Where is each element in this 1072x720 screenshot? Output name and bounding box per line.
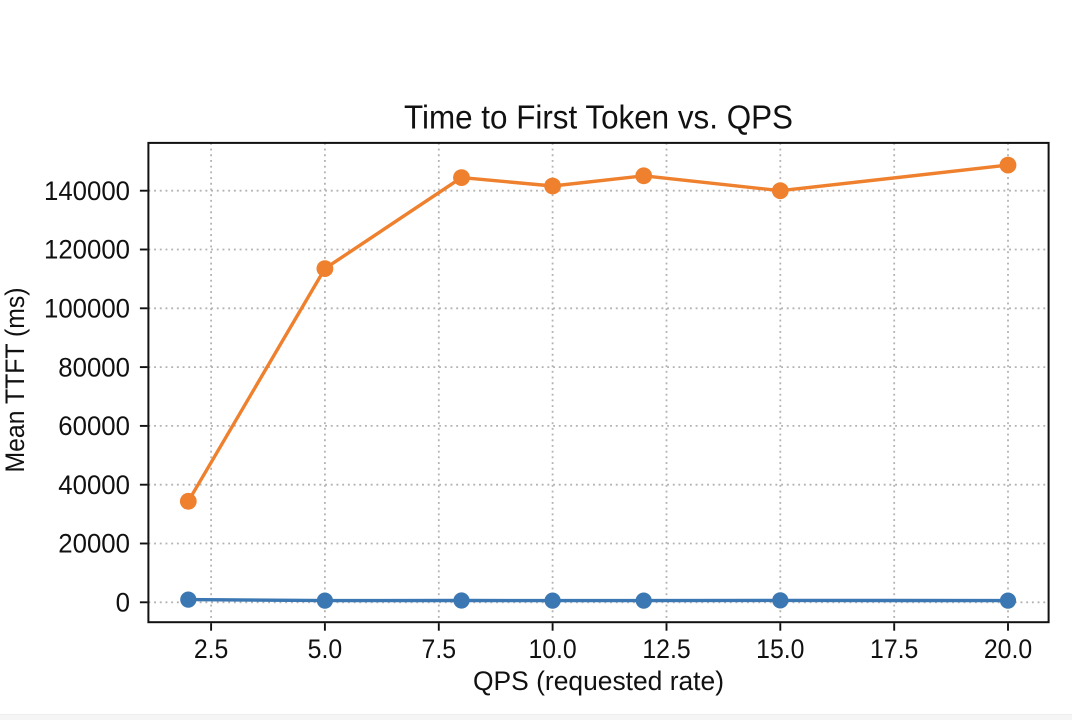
svg-text:Time to First Token vs. QPS: Time to First Token vs. QPS — [404, 98, 793, 135]
svg-text:10.0: 10.0 — [528, 634, 576, 664]
svg-text:7.5: 7.5 — [422, 634, 457, 664]
svg-text:40000: 40000 — [58, 470, 130, 500]
svg-text:120000: 120000 — [44, 235, 130, 265]
svg-text:20.0: 20.0 — [984, 634, 1032, 664]
svg-text:2.5: 2.5 — [194, 634, 229, 664]
svg-text:Mean TTFT (ms): Mean TTFT (ms) — [0, 288, 30, 473]
svg-text:60000: 60000 — [58, 411, 130, 441]
svg-text:15.0: 15.0 — [756, 634, 804, 664]
svg-text:140000: 140000 — [44, 176, 130, 206]
svg-text:80000: 80000 — [58, 352, 130, 382]
svg-text:12.5: 12.5 — [642, 634, 690, 664]
svg-text:0: 0 — [116, 588, 130, 618]
svg-text:5.0: 5.0 — [308, 634, 343, 664]
svg-text:20000: 20000 — [58, 529, 130, 559]
svg-text:17.5: 17.5 — [870, 634, 918, 664]
svg-text:QPS (requested rate): QPS (requested rate) — [473, 666, 724, 696]
svg-text:100000: 100000 — [44, 294, 130, 324]
